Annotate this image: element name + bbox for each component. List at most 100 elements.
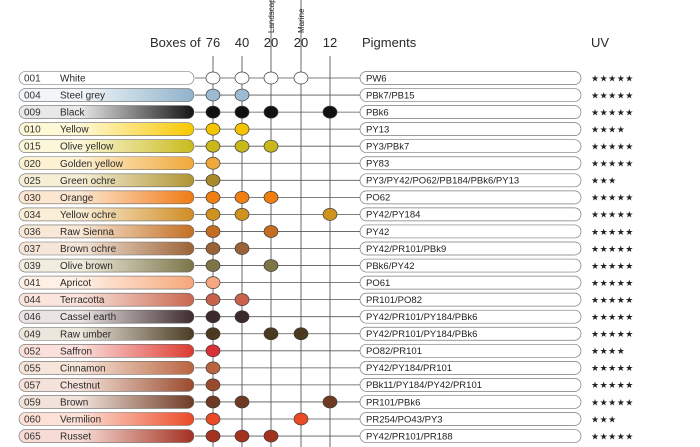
- color-name: Olive yellow: [60, 142, 114, 153]
- box-inclusion-dot: [205, 395, 221, 409]
- color-name: Black: [60, 108, 85, 119]
- color-swatch: [18, 190, 195, 205]
- color-code: 046: [24, 312, 41, 323]
- pigment-pill: [359, 429, 582, 443]
- pigment-pill: [359, 241, 582, 256]
- pigment-codes: PR101/PO82: [366, 295, 422, 306]
- pigments-label: Pigments: [362, 35, 417, 50]
- boxes-of-label: Boxes of: [150, 35, 201, 50]
- box-inclusion-dot: [293, 327, 309, 341]
- color-code: 065: [24, 432, 41, 443]
- color-code: 060: [24, 415, 41, 426]
- color-code: 010: [24, 125, 41, 136]
- color-row: 057 Chestnut PBk11/PY184/PY42/PR101 ★★★★★: [18, 378, 634, 392]
- box-inclusion-dot: [234, 191, 250, 204]
- uv-rating-stars: ★★★★★: [591, 397, 634, 407]
- box-size-40: 40: [235, 35, 249, 50]
- color-row: 025 Green ochre PY3/PY42/PO62/PB184/PBk6/P…: [18, 173, 616, 188]
- pigment-codes: PY42/PR101/PR188: [366, 431, 453, 442]
- box-inclusion-dot: [205, 173, 221, 187]
- pigment-codes: PBk11/PY184/PY42/PR101: [366, 380, 482, 391]
- box-inclusion-dot: [205, 242, 221, 255]
- color-name: Chestnut: [60, 380, 100, 391]
- box-inclusion-dot: [263, 327, 279, 341]
- box-inclusion-dot: [234, 208, 250, 221]
- color-row: 041 Apricot PO61 ★★★★★: [18, 275, 633, 290]
- color-swatch: [18, 88, 195, 102]
- color-swatch: [18, 224, 195, 239]
- color-code: 034: [24, 210, 41, 221]
- box-inclusion-dot: [234, 88, 250, 102]
- color-swatch: [18, 122, 195, 136]
- uv-rating-stars: ★★★★★: [591, 380, 634, 390]
- color-name: Green ochre: [60, 176, 116, 187]
- pigment-pill: [359, 258, 582, 273]
- box-inclusion-dot: [322, 105, 338, 119]
- box-inclusion-dot: [322, 395, 338, 409]
- box-size-20-landscape: 20: [264, 35, 278, 50]
- color-swatch: [18, 412, 195, 426]
- color-name: Raw umber: [60, 329, 112, 340]
- color-code: 020: [24, 159, 41, 170]
- pigment-codes: PR254/PO43/PY3: [366, 414, 443, 425]
- box-inclusion-dot: [234, 429, 250, 443]
- color-name: Yellow: [60, 125, 89, 136]
- box-inclusion-dot: [263, 191, 279, 204]
- box-inclusion-dot: [205, 156, 221, 170]
- pigment-codes: PO61: [366, 278, 390, 289]
- color-name: Brown: [60, 397, 88, 408]
- color-code: 049: [24, 329, 41, 340]
- color-swatch: [18, 258, 195, 273]
- pigment-pill: [359, 156, 582, 171]
- pigment-pill: [359, 361, 582, 375]
- pigment-pill: [359, 378, 582, 392]
- pigment-codes: PR101/PBk6: [366, 397, 420, 408]
- color-swatch: [18, 241, 195, 256]
- color-name: Brown ochre: [60, 244, 117, 255]
- pigment-pill: [359, 309, 582, 324]
- color-name: Russet: [60, 432, 91, 443]
- color-row: 059 Brown PR101/PBk6 ★★★★★: [18, 395, 634, 409]
- uv-rating-stars: ★★★★★: [591, 90, 634, 100]
- uv-rating-stars: ★★★★★: [591, 159, 634, 169]
- color-name: Vermilion: [60, 415, 101, 426]
- uv-rating-stars: ★★★★★: [591, 363, 634, 373]
- color-row: 049 Raw umber PY42/PR101/PY184/PBk6 ★★★★★: [18, 326, 633, 341]
- box-size-20-marine: 20: [294, 35, 308, 50]
- pigment-codes: PY13: [366, 124, 389, 135]
- box-inclusion-dot: [263, 105, 279, 119]
- pigment-pill: [359, 207, 582, 222]
- uv-rating-stars: ★★★★★: [591, 193, 634, 203]
- uv-label: UV: [591, 35, 609, 50]
- box-inclusion-dot: [234, 139, 250, 153]
- pigment-codes: PY42/PR101/PBk9: [366, 244, 446, 255]
- box-inclusion-dot: [205, 225, 221, 238]
- color-code: 025: [24, 176, 41, 187]
- color-code: 015: [24, 142, 41, 153]
- box-inclusion-dot: [205, 412, 221, 426]
- color-name: Yellow ochre: [60, 210, 117, 221]
- color-code: 059: [24, 397, 41, 408]
- color-code: 001: [24, 74, 41, 85]
- color-code: 044: [24, 295, 41, 306]
- color-swatch: [18, 156, 195, 171]
- pigment-pill: [359, 71, 582, 85]
- color-swatch: [18, 395, 195, 409]
- box-inclusion-dot: [205, 310, 221, 324]
- pigment-codes: PY83: [366, 159, 389, 170]
- box-inclusion-dot: [293, 412, 309, 426]
- color-row: 036 Raw Sienna PY42 ★★★★★: [18, 224, 633, 239]
- box-inclusion-dot: [205, 208, 221, 221]
- pigment-codes: PY42/PR101/PY184/PBk6: [366, 312, 477, 323]
- box-inclusion-dot: [263, 225, 279, 238]
- marine-label: Marine: [297, 8, 306, 33]
- pigment-codes: PY42/PY184: [366, 210, 420, 221]
- landscape-label: Landscape: [267, 0, 276, 33]
- color-row: 037 Brown ochre PY42/PR101/PBk9 ★★★★★: [18, 241, 634, 256]
- color-swatch: [18, 326, 195, 341]
- color-code: 052: [24, 346, 41, 357]
- uv-rating-stars: ★★★★★: [591, 244, 634, 254]
- pigment-codes: PO62: [366, 193, 390, 204]
- color-code: 009: [24, 108, 41, 119]
